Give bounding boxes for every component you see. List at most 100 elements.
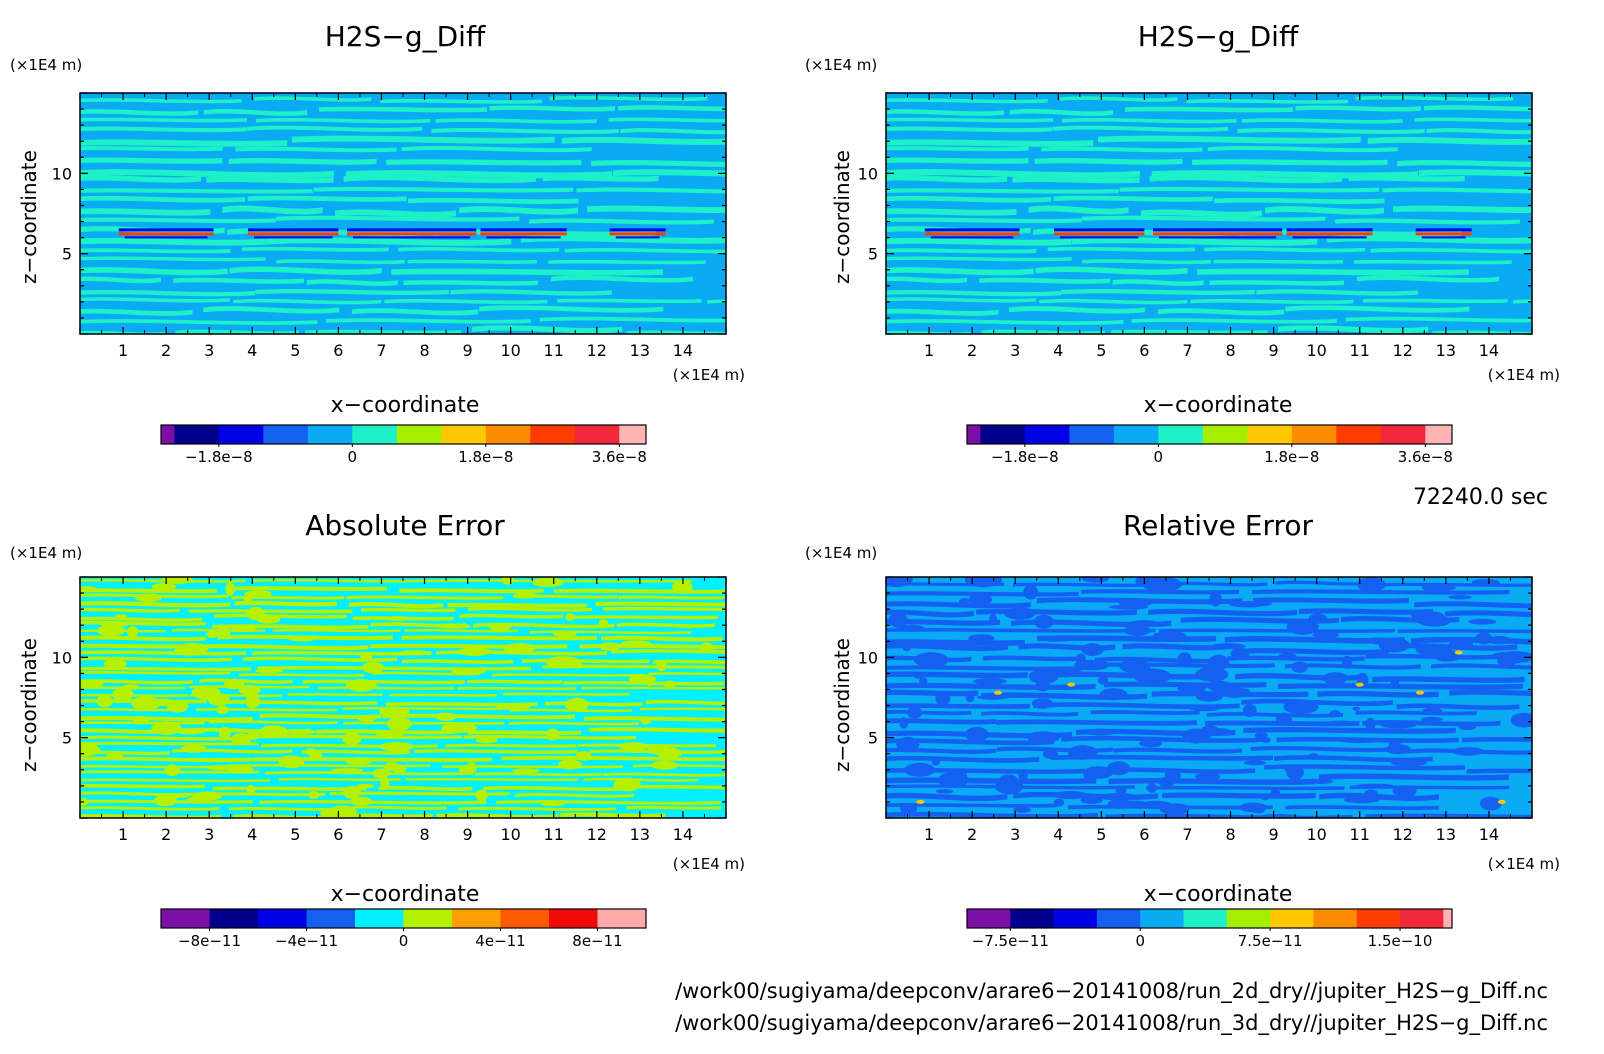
- contour-band: [207, 792, 326, 797]
- contour-band: [80, 157, 223, 164]
- contour-blob: [151, 582, 177, 591]
- contour-blob: [1452, 747, 1484, 756]
- file-path-1: /work00/sugiyama/deepconv/arare6−2014100…: [675, 979, 1548, 1004]
- contour-blob: [1308, 753, 1319, 760]
- contour-band: [1090, 710, 1200, 715]
- contour-band: [1397, 159, 1532, 168]
- contour-band: [602, 772, 726, 777]
- contour-band: [247, 195, 407, 202]
- panel-top-left: H2S−g_Diff (×1E4 m) 1 2 3 4 5 6 7 8 9 10 11 12 13 145…: [10, 20, 745, 466]
- contour-band: [886, 208, 1017, 216]
- contour-band: [1209, 280, 1345, 286]
- contour-band: [886, 169, 1140, 179]
- contour-band: [80, 297, 230, 303]
- contour-blob: [503, 643, 536, 654]
- x-tick-label: 5: [290, 341, 300, 360]
- contour-blob: [80, 586, 98, 591]
- colorbar-swatch: [485, 425, 531, 444]
- x-axis-ticks: [885, 93, 1533, 334]
- y-tick-label: 10: [858, 648, 878, 667]
- contour-band: [1233, 648, 1389, 656]
- contour-band: [1284, 663, 1421, 670]
- colorbar-swatch: [1158, 425, 1204, 444]
- contour-blob: [1368, 637, 1389, 645]
- contour-band: [492, 673, 644, 677]
- contour-blob: [223, 679, 245, 690]
- colorbar-label: 1.8e−8: [1264, 448, 1319, 466]
- contour-band: [886, 703, 1030, 709]
- contour-band: [1335, 218, 1520, 225]
- contour-band: [886, 248, 1037, 254]
- contour-blob: [357, 715, 376, 722]
- contour-band: [1122, 643, 1226, 651]
- contour-blob: [1053, 791, 1088, 800]
- contour-blob: [512, 768, 540, 774]
- contour-band: [80, 98, 242, 104]
- contour-band: [348, 805, 447, 810]
- x-tick-label: 5: [1096, 825, 1106, 844]
- contour-band: [886, 643, 1009, 652]
- y-tick-label: 10: [52, 164, 72, 183]
- contour-band: [886, 237, 1072, 246]
- colorbar-label: −8e−11: [178, 932, 241, 950]
- contour-band: [645, 699, 726, 706]
- contour-band: [539, 316, 726, 323]
- contour-blob: [1492, 652, 1516, 659]
- contour-band: [234, 600, 337, 607]
- contour-band: [80, 728, 169, 734]
- colorbar-swatch: [619, 425, 647, 444]
- contour-band: [483, 785, 632, 792]
- contour-band: [886, 619, 1001, 626]
- contour-band: [199, 678, 293, 684]
- contour-band: [1158, 628, 1395, 633]
- contour-band: [1355, 710, 1477, 716]
- contour-blob: [656, 747, 683, 759]
- contour-blob: [307, 791, 320, 799]
- contour-blob: [1038, 636, 1074, 642]
- contour-band: [1432, 330, 1532, 334]
- x-axis-ticks: [885, 577, 1533, 818]
- x-tick-label: 5: [290, 825, 300, 844]
- contour-band: [1237, 128, 1425, 134]
- panel-title: Relative Error: [1123, 509, 1314, 542]
- contour-band: [529, 630, 692, 635]
- contour-band: [1370, 247, 1532, 254]
- contour-band: [1071, 237, 1318, 246]
- colorbar-label: 7.5e−11: [1238, 932, 1303, 950]
- contour-band: [80, 237, 266, 246]
- contour-band: [346, 595, 504, 600]
- colorbar-swatch: [1400, 909, 1444, 928]
- contour-blob: [1209, 591, 1222, 607]
- contour-band: [1207, 145, 1398, 153]
- x-tick-label: 1: [924, 825, 934, 844]
- x-tick-label: 11: [544, 341, 564, 360]
- contour-blob: [1385, 744, 1411, 755]
- contour-band: [1397, 629, 1532, 634]
- contour-blob: [650, 760, 679, 770]
- contour-blob: [164, 764, 181, 777]
- contour-band: [467, 679, 563, 685]
- colorbar-label: −7.5e−11: [972, 932, 1049, 950]
- contour-band: [436, 813, 559, 818]
- colorbar-swatch: [549, 909, 598, 928]
- contour-band: [611, 649, 726, 654]
- contour-band: [489, 105, 616, 112]
- diff-band-positive: [480, 232, 567, 236]
- diff-band-negative: [124, 236, 208, 239]
- contour-band: [1204, 246, 1366, 253]
- colorbar-swatch: [1336, 425, 1382, 444]
- contour-band: [401, 659, 514, 665]
- contour-band: [620, 128, 726, 135]
- contour-band: [80, 588, 218, 594]
- contour-blob: [576, 750, 592, 761]
- x-tick-label: 12: [1393, 825, 1413, 844]
- x-tick-label: 13: [1436, 825, 1456, 844]
- contour-band: [241, 246, 389, 252]
- contour-blob: [151, 721, 182, 735]
- x-tick-label: 7: [1182, 825, 1192, 844]
- contour-band: [313, 186, 574, 193]
- contour-band: [1295, 105, 1422, 112]
- x-axis-ticks: [79, 577, 727, 818]
